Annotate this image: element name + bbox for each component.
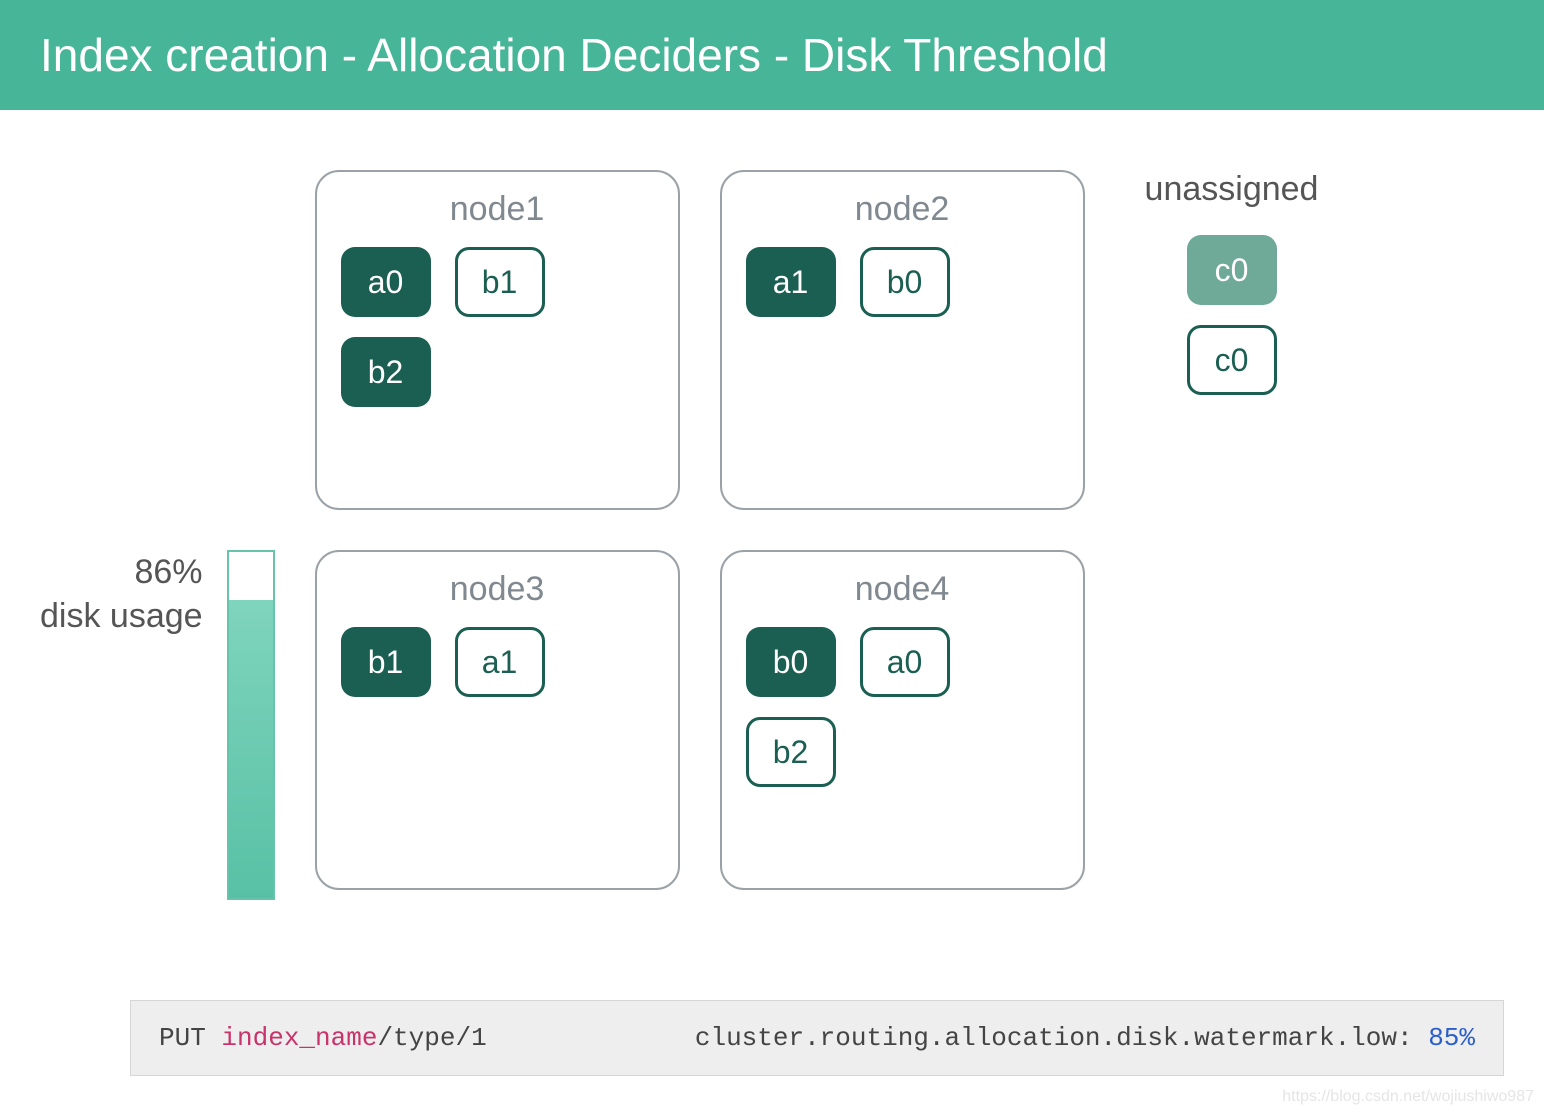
shard-c0: c0 [1187, 235, 1277, 305]
code-box: PUT index_name/type/1 cluster.routing.al… [130, 1000, 1504, 1076]
shard-a0: a0 [860, 627, 950, 697]
code-setting: cluster.routing.allocation.disk.watermar… [695, 1023, 1428, 1053]
disk-usage-label: 86% disk usage [40, 550, 203, 900]
watermark: https://blog.csdn.net/wojiushiwo987 [1282, 1088, 1534, 1106]
diagram-layout: 86% disk usage node1 a0 b1 b2 node2 a1 b0 node3… [40, 170, 1504, 900]
node-title: node2 [746, 190, 1059, 229]
shard-row: a1 b0 [746, 247, 1059, 317]
shard-row: b2 [341, 337, 654, 407]
code-path: /type/1 [377, 1023, 486, 1053]
node-title: node1 [341, 190, 654, 229]
disk-percent: 86% [40, 550, 203, 594]
disk-bar-wrap: 86% disk usage [40, 550, 275, 900]
shard-b2: b2 [341, 337, 431, 407]
disk-usage-text: disk usage [40, 594, 203, 638]
disk-usage-column: 86% disk usage [40, 170, 275, 900]
node-node3: node3 b1 a1 [315, 550, 680, 890]
disk-bar [227, 550, 275, 900]
node-node1: node1 a0 b1 b2 [315, 170, 680, 510]
shard-row: b1 a1 [341, 627, 654, 697]
content-area: 86% disk usage node1 a0 b1 b2 node2 a1 b0 node3… [0, 110, 1544, 940]
code-left: PUT index_name/type/1 [159, 1023, 487, 1053]
code-index: index_name [221, 1023, 377, 1053]
shard-b1: b1 [341, 627, 431, 697]
shard-b0: b0 [860, 247, 950, 317]
shard-a1: a1 [455, 627, 545, 697]
shard-a0: a0 [341, 247, 431, 317]
shard-row: b0 a0 [746, 627, 1059, 697]
shard-b1: b1 [455, 247, 545, 317]
code-value: 85% [1428, 1023, 1475, 1053]
nodes-grid: node1 a0 b1 b2 node2 a1 b0 node3 b1 a1 node4 b0 a0 b2 [315, 170, 1085, 890]
code-put: PUT [159, 1023, 221, 1053]
node-title: node4 [746, 570, 1059, 609]
code-right: cluster.routing.allocation.disk.watermar… [695, 1023, 1475, 1053]
node-title: node3 [341, 570, 654, 609]
shard-b2: b2 [746, 717, 836, 787]
disk-fill [229, 600, 273, 898]
shard-b0: b0 [746, 627, 836, 697]
unassigned-title: unassigned [1145, 170, 1319, 209]
shard-row: a0 b1 [341, 247, 654, 317]
page-header: Index creation - Allocation Deciders - D… [0, 0, 1544, 110]
page-title: Index creation - Allocation Deciders - D… [40, 29, 1108, 81]
node-node4: node4 b0 a0 b2 [720, 550, 1085, 890]
shard-c0: c0 [1187, 325, 1277, 395]
shard-a1: a1 [746, 247, 836, 317]
node-node2: node2 a1 b0 [720, 170, 1085, 510]
unassigned-column: unassigned c0 c0 [1145, 170, 1319, 395]
shard-row: b2 [746, 717, 1059, 787]
